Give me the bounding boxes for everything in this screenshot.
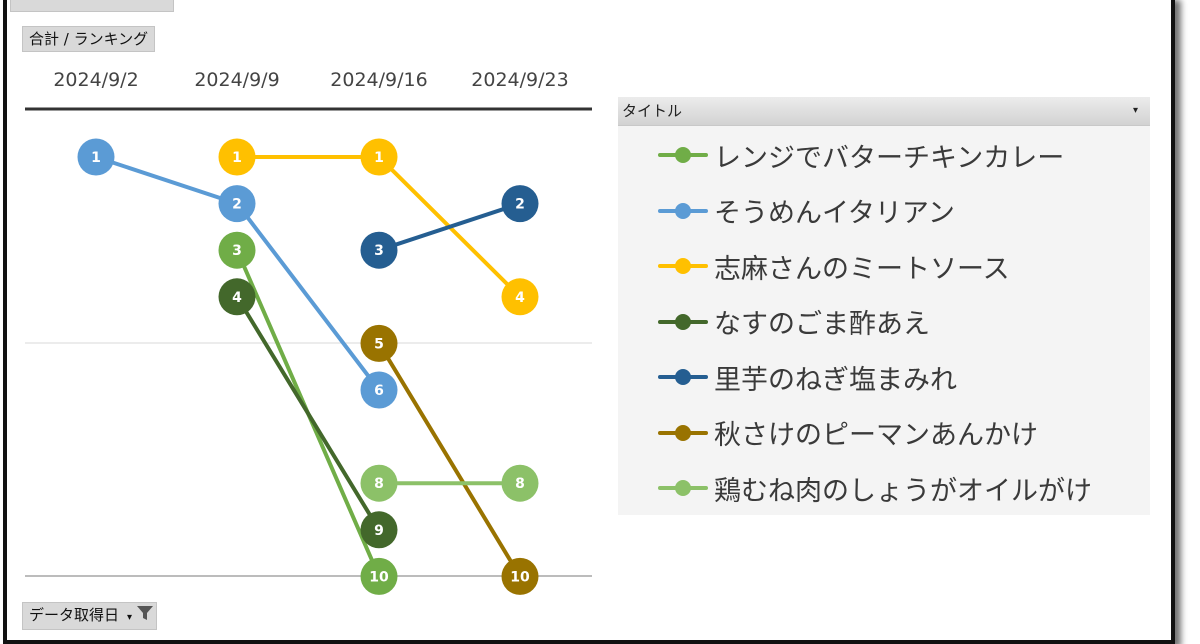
data-label: 1 — [232, 150, 242, 166]
data-label: 8 — [515, 476, 525, 492]
x-tick-label: 2024/9/2 — [53, 69, 138, 91]
data-point[interactable] — [360, 138, 398, 176]
legend-item[interactable]: レンジでバターチキンカレー — [658, 135, 1064, 175]
legend-field-label: タイトル — [622, 102, 683, 120]
dropdown-arrow-icon[interactable]: ▾ — [1132, 105, 1138, 116]
legend-label: 里芋のねぎ塩まみれ — [714, 364, 957, 396]
data-label: 2 — [515, 197, 525, 213]
legend-marker-icon — [658, 147, 708, 163]
data-point[interactable] — [360, 231, 398, 269]
filter-funnel-icon[interactable] — [136, 604, 154, 628]
legend-label: 秋さけのピーマンあんかけ — [714, 420, 1038, 451]
axis-field-button[interactable]: データ取得日 ▾ — [22, 602, 158, 630]
data-point[interactable] — [501, 278, 539, 316]
data-label: 4 — [232, 290, 242, 306]
data-point[interactable] — [360, 511, 398, 549]
data-label: 3 — [374, 243, 384, 259]
data-point[interactable] — [501, 557, 539, 595]
data-point[interactable] — [218, 231, 256, 269]
series-line-segment — [235, 201, 381, 392]
data-point[interactable] — [218, 278, 256, 316]
data-label: 4 — [515, 290, 525, 306]
top-field-button[interactable] — [10, 0, 174, 12]
legend-marker-icon — [658, 424, 708, 441]
data-label: 10 — [510, 569, 530, 585]
data-point[interactable] — [501, 464, 539, 502]
axis-field-label: データ取得日 — [29, 606, 120, 624]
data-label: 8 — [374, 476, 384, 492]
x-tick-label: 2024/9/9 — [194, 69, 279, 91]
data-point[interactable] — [501, 185, 539, 223]
ranking-line-chart: 2024/9/2 2024/9/9 2024/9/16 2024/9/23 3 10 1 2… — [25, 69, 592, 595]
legend-label: そうめんイタリアン — [714, 198, 955, 229]
legend-label: 志麻さんのミートソース — [714, 253, 1010, 285]
series-line-segment — [377, 341, 522, 579]
data-point[interactable] — [77, 138, 115, 176]
series-line-segment — [94, 155, 239, 206]
series-line-segment — [377, 201, 522, 253]
x-tick-label: 2024/9/23 — [471, 69, 568, 91]
legend-label: 鶏むね肉のしょうがオイルがけ — [714, 475, 1092, 507]
data-label: 9 — [374, 523, 384, 539]
legend-item[interactable]: 秋さけのピーマンあんかけ — [658, 413, 1038, 453]
data-point[interactable] — [218, 138, 256, 176]
data-label: 1 — [91, 150, 101, 166]
legend-item[interactable]: なすのごま酢あえ — [658, 302, 930, 342]
legend-item[interactable]: 里芋のねぎ塩まみれ — [658, 357, 957, 397]
series-line-segment — [235, 294, 381, 532]
data-point[interactable] — [360, 371, 398, 409]
data-point[interactable] — [360, 557, 398, 595]
legend-item[interactable]: 鶏むね肉のしょうがオイルがけ — [658, 468, 1092, 508]
legend-panel: タイトル ▾ レンジでバターチキンカレー そうめんイタリアン志麻さんのミートソース… — [618, 97, 1150, 515]
legend-item[interactable]: 志麻さんのミートソース — [658, 246, 1010, 286]
value-field-label: 合計 / ランキング — [29, 30, 149, 48]
data-label: 5 — [374, 336, 384, 352]
legend-label: なすのごま酢あえ — [714, 309, 930, 340]
value-field-button[interactable]: 合計 / ランキング — [22, 26, 156, 52]
legend-marker-icon — [658, 313, 708, 330]
dropdown-arrow-icon[interactable]: ▾ — [127, 612, 133, 623]
data-label: 6 — [374, 383, 384, 399]
data-label: 10 — [369, 569, 389, 585]
legend-field-button[interactable]: タイトル ▾ — [618, 97, 1150, 126]
legend-item[interactable]: そうめんイタリアン — [658, 191, 955, 231]
data-label: 3 — [232, 243, 242, 259]
legend-label: レンジでバターチキンカレー — [714, 142, 1065, 174]
x-tick-label: 2024/9/16 — [330, 69, 427, 91]
legend-marker-icon — [658, 258, 708, 274]
data-point[interactable] — [360, 464, 398, 502]
data-label: 2 — [232, 197, 242, 213]
data-point[interactable] — [218, 185, 256, 223]
legend-marker-icon — [658, 202, 708, 219]
legend-marker-icon — [658, 369, 708, 385]
data-point[interactable] — [360, 324, 398, 362]
data-label: 1 — [374, 150, 384, 166]
legend-marker-icon — [658, 480, 708, 496]
